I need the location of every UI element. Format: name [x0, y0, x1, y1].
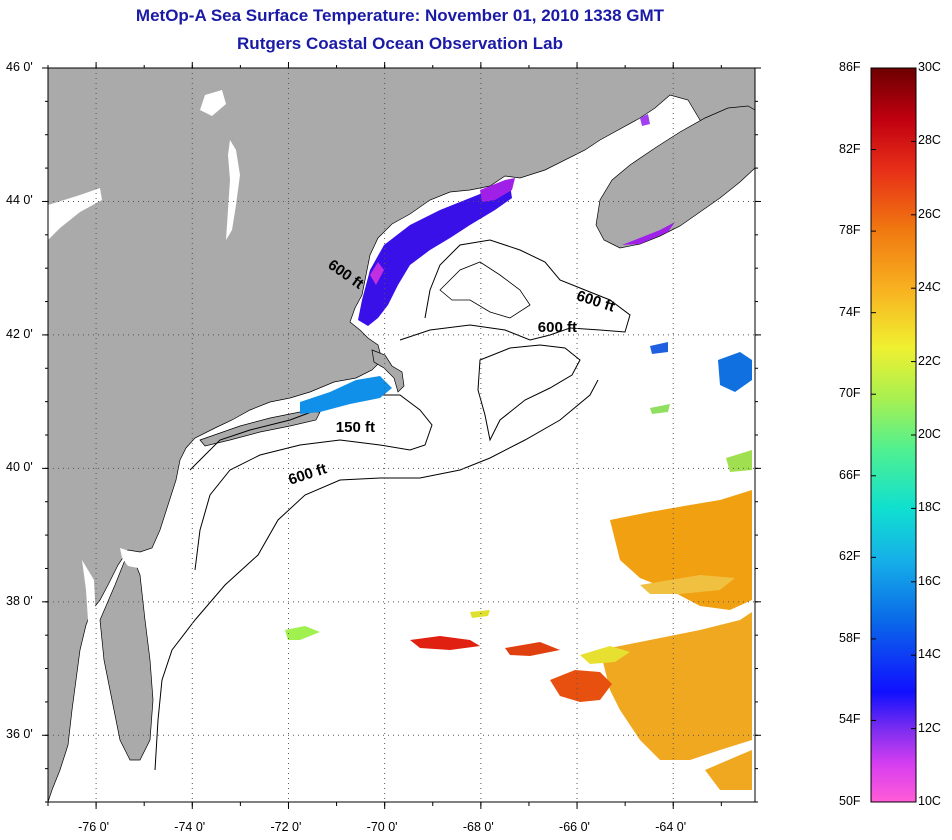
lat-label: 46 0' — [6, 60, 33, 74]
lat-label: 44 0' — [6, 193, 33, 208]
colorbar-c-label: 24C — [918, 280, 941, 295]
chesapeake-bay — [76, 560, 96, 742]
colorbar-f-label: 50F — [839, 794, 861, 808]
colorbar-c-label: 12C — [918, 720, 941, 735]
lat-label: 40 0' — [6, 460, 33, 475]
lon-label: -70 0' — [366, 820, 398, 834]
colorbar-ticks — [871, 67, 916, 803]
colorbar-f-label: 58F — [839, 630, 861, 645]
colorbar-c-label: 18C — [918, 500, 941, 515]
lon-label: -66 0' — [559, 820, 590, 834]
lat-label: 42 0' — [6, 326, 33, 341]
colorbar-f-label: 70F — [839, 386, 861, 401]
lake-champlain — [226, 140, 240, 240]
colorbar-c-label: 14C — [918, 647, 941, 662]
contour-150ft — [189, 394, 433, 571]
colorbar — [870, 67, 917, 803]
colorbar-c-label: 30C — [918, 60, 941, 74]
contour-600ft-gb — [477, 344, 581, 442]
sst-patches — [285, 114, 752, 790]
land-nova-scotia — [595, 105, 755, 249]
contour-600ft-shelf — [154, 379, 599, 771]
lat-label: 38 0' — [6, 593, 33, 608]
map-title: MetOp-A Sea Surface Temperature: Novembe… — [135, 6, 665, 25]
lat-label: 36 0' — [6, 727, 33, 742]
colorbar-c-label: 10C — [918, 794, 941, 808]
colorbar-f-label: 82F — [839, 141, 861, 156]
lon-label: -76 0' — [78, 820, 109, 834]
colorbar-f-label: 78F — [839, 223, 861, 238]
colorbar-f-label: 86F — [839, 60, 861, 74]
colorbar-f-label: 66F — [839, 467, 861, 482]
lon-label: -64 0' — [655, 820, 687, 834]
contour-inner-gom — [439, 261, 531, 319]
lon-label: -72 0' — [270, 820, 302, 834]
lon-label: -68 0' — [462, 820, 494, 834]
delaware-bay — [120, 548, 138, 568]
contour-600ft-gom — [399, 239, 631, 341]
lon-label: -74 0' — [174, 820, 206, 834]
depth-contour-label: 150 ft — [335, 419, 375, 437]
land-cape-cod — [371, 349, 405, 393]
map-subtitle: Rutgers Coastal Ocean Observation Lab — [237, 34, 563, 53]
frame-ticks — [42, 62, 761, 809]
land-mainland — [48, 68, 755, 802]
colorbar-f-label: 54F — [839, 712, 861, 727]
colorbar-f-label: 62F — [839, 549, 861, 564]
colorbar-c-label: 20C — [918, 427, 941, 441]
colorbar-c-label: 16C — [918, 573, 941, 588]
colorbar-c-label: 22C — [918, 353, 941, 368]
colorbar-c-label: 28C — [918, 133, 941, 148]
lake-moosehead — [200, 90, 226, 116]
colorbar-c-label: 26C — [918, 206, 941, 221]
colorbar-f-label: 74F — [839, 304, 861, 319]
depth-contour-label: 600 ft — [537, 319, 577, 337]
